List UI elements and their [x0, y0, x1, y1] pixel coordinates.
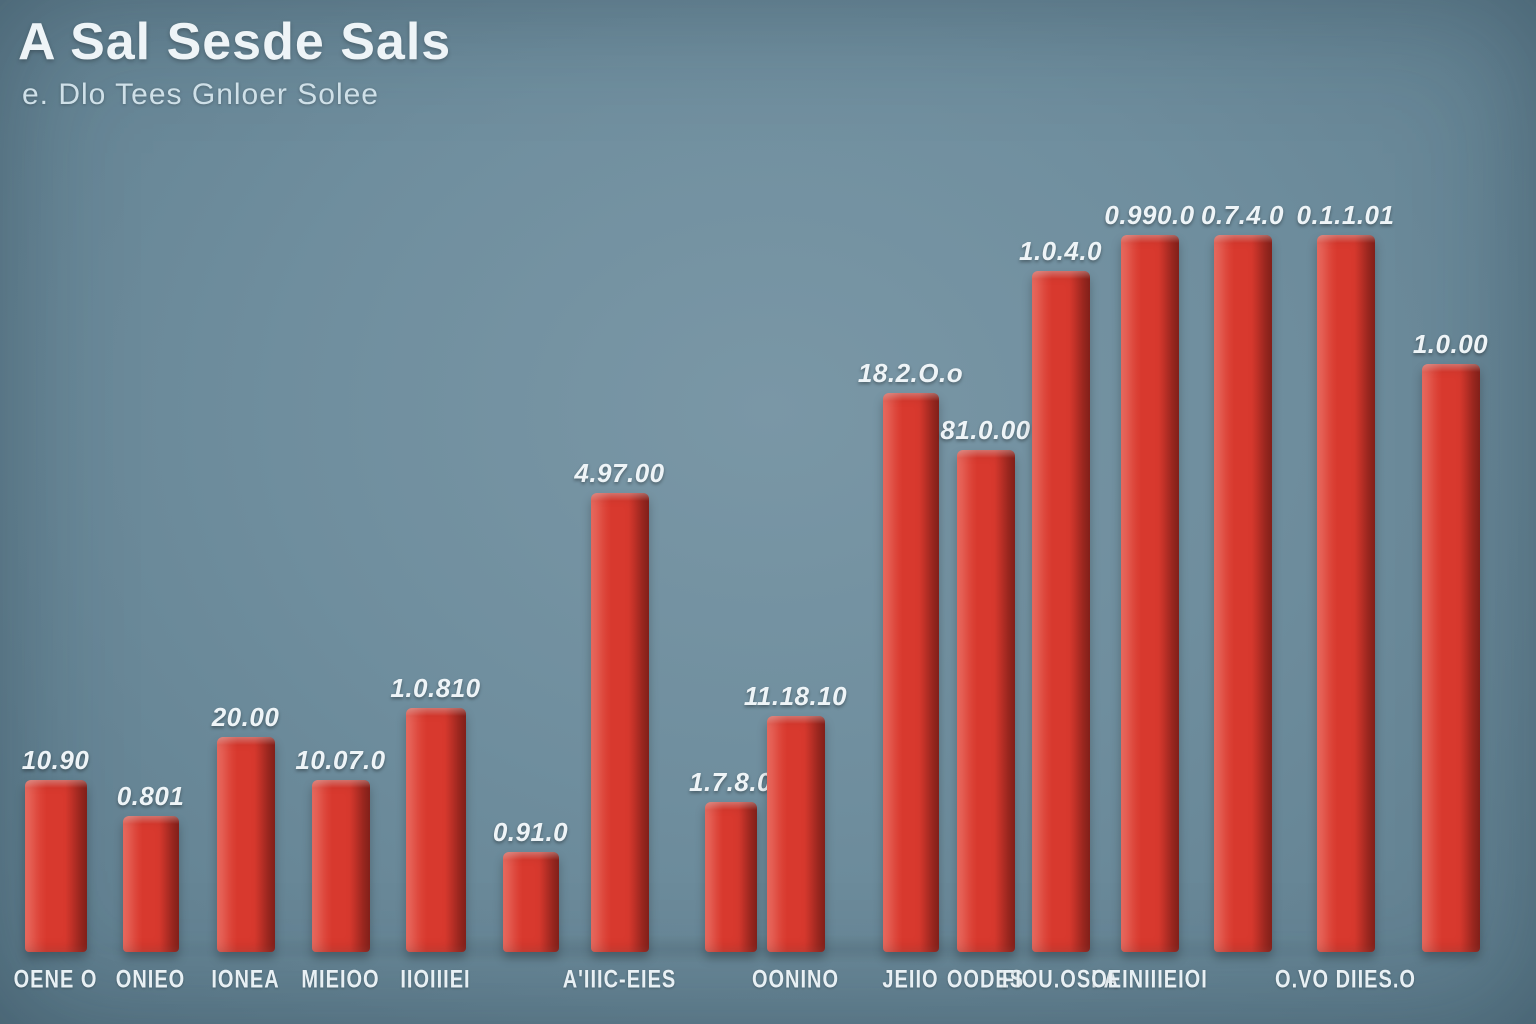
bar-value-label: 1.0.00: [1413, 329, 1488, 360]
x-axis: OENE O ONIEO IONEA MIEIOO IIOIIIEI A'IIIC-EIE…: [0, 952, 1536, 1024]
stage: A Sal Sesde Sals e. Dlo Tees Gnloer Sole…: [0, 0, 1536, 1024]
bar: 0.801: [123, 816, 179, 952]
bar: 1.7.8.0: [705, 802, 757, 953]
x-axis-label: A'IIIC-EIES: [563, 966, 677, 995]
bar: 0.7.4.0: [1214, 235, 1272, 952]
x-axis-label: OEINIIIEIOI: [1091, 966, 1208, 995]
plot-area: 10.90 0.801 20.00 10.07.0 1.0.810 0.91.0 4.97.…: [0, 92, 1536, 952]
bar-value-label: 10.07.0: [295, 745, 385, 776]
bar: 1.0.4.0: [1032, 271, 1090, 952]
x-axis-label: JEIIO: [882, 966, 938, 995]
bar-value-label: 0.801: [117, 781, 185, 812]
bar: 10.07.0: [312, 780, 370, 952]
bar: 1.0.810: [406, 708, 466, 952]
bar-value-label: 1.0.810: [390, 673, 480, 704]
bar: 0.91.0: [503, 852, 559, 952]
x-axis-label: O.VO DIIES.O: [1275, 966, 1416, 995]
bar-value-label: 1.7.8.0: [689, 767, 772, 798]
bar-value-label: 4.97.00: [574, 458, 664, 489]
bar: 11.18.10: [767, 716, 825, 953]
bar: 4.97.00: [591, 493, 649, 952]
x-axis-label: MIEIOO: [301, 966, 379, 995]
bar-value-label: 0.7.4.0: [1201, 200, 1284, 231]
bar-value-label: 1.0.4.0: [1019, 236, 1102, 267]
bar: 0.1.1.01: [1317, 235, 1375, 952]
bar-value-label: 18.2.O.o: [858, 358, 963, 389]
bar: 0.990.0: [1121, 235, 1179, 952]
x-axis-label: IONEA: [211, 966, 279, 995]
bar: 1.0.00: [1422, 364, 1480, 952]
x-axis-label: IIOIIIEI: [400, 966, 470, 995]
bar: 18.2.O.o: [883, 393, 939, 952]
bar-value-label: 81.0.00: [940, 415, 1030, 446]
bar-value-label: 0.91.0: [493, 817, 568, 848]
bar-value-label: 11.18.10: [744, 681, 847, 712]
chart-title: A Sal Sesde Sals: [18, 12, 451, 72]
x-axis-label: OENE O: [14, 966, 98, 995]
bar-value-label: 20.00: [212, 702, 280, 733]
x-axis-label: ONIEO: [116, 966, 185, 995]
x-axis-label: OONINO: [752, 966, 839, 995]
bar: 81.0.00: [957, 450, 1015, 952]
bar-value-label: 0.990.0: [1104, 200, 1194, 231]
bar: 20.00: [217, 737, 275, 952]
bar-value-label: 10.90: [22, 745, 90, 776]
bar: 10.90: [25, 780, 87, 952]
bar-value-label: 0.1.1.01: [1297, 200, 1395, 231]
